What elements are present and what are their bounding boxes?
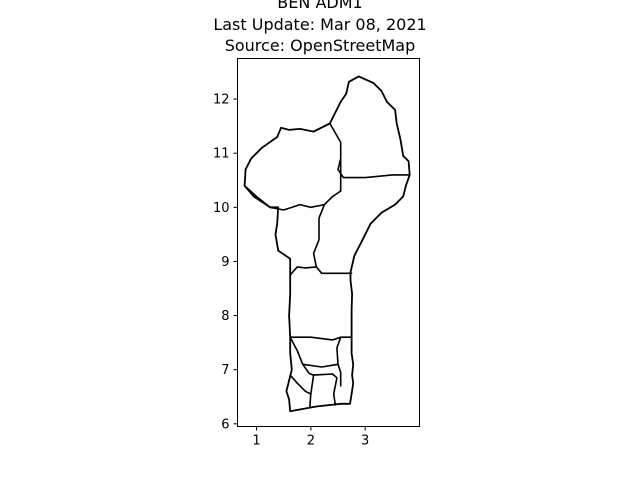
x-tick-label: 3 xyxy=(361,434,369,449)
country-outline xyxy=(243,75,411,413)
y-tick-label: 9 xyxy=(221,255,229,270)
x-tick-label: 1 xyxy=(252,434,260,449)
admin-border-4 xyxy=(243,184,271,209)
admin-border-3 xyxy=(331,157,342,198)
y-tick-label: 12 xyxy=(213,93,230,108)
admin-border-6 xyxy=(312,203,353,275)
y-tick-label: 8 xyxy=(221,309,229,324)
map-title-line-2: Last Update: Mar 08, 2021 xyxy=(213,14,427,34)
map-title-line-1: BEN ADM1 xyxy=(277,0,363,12)
admin-border-1 xyxy=(312,122,331,133)
y-tick-label: 7 xyxy=(221,363,229,378)
admin-border-11 xyxy=(301,363,339,368)
x-tick-label: 2 xyxy=(307,434,315,449)
y-tick-label: 11 xyxy=(213,147,230,162)
admin-border-12 xyxy=(289,374,312,395)
map-title-line-3: Source: OpenStreetMap xyxy=(224,36,416,55)
admin-border-5 xyxy=(269,195,334,211)
admin-border-14 xyxy=(309,374,315,409)
country-outline-layer xyxy=(243,75,411,413)
admin-borders-layer xyxy=(243,122,411,409)
y-tick-label: 10 xyxy=(213,201,230,216)
y-axis: 6 7 8 9 10 11 12 xyxy=(213,93,238,432)
y-tick-label: 6 xyxy=(221,417,229,432)
admin-border-8 xyxy=(289,336,353,341)
x-axis: 1 2 3 xyxy=(252,426,369,449)
admin-border-13 xyxy=(312,373,338,406)
admin-border-7 xyxy=(289,266,318,276)
map-title: BEN ADM1 Last Update: Mar 08, 2021 Sourc… xyxy=(0,0,640,57)
